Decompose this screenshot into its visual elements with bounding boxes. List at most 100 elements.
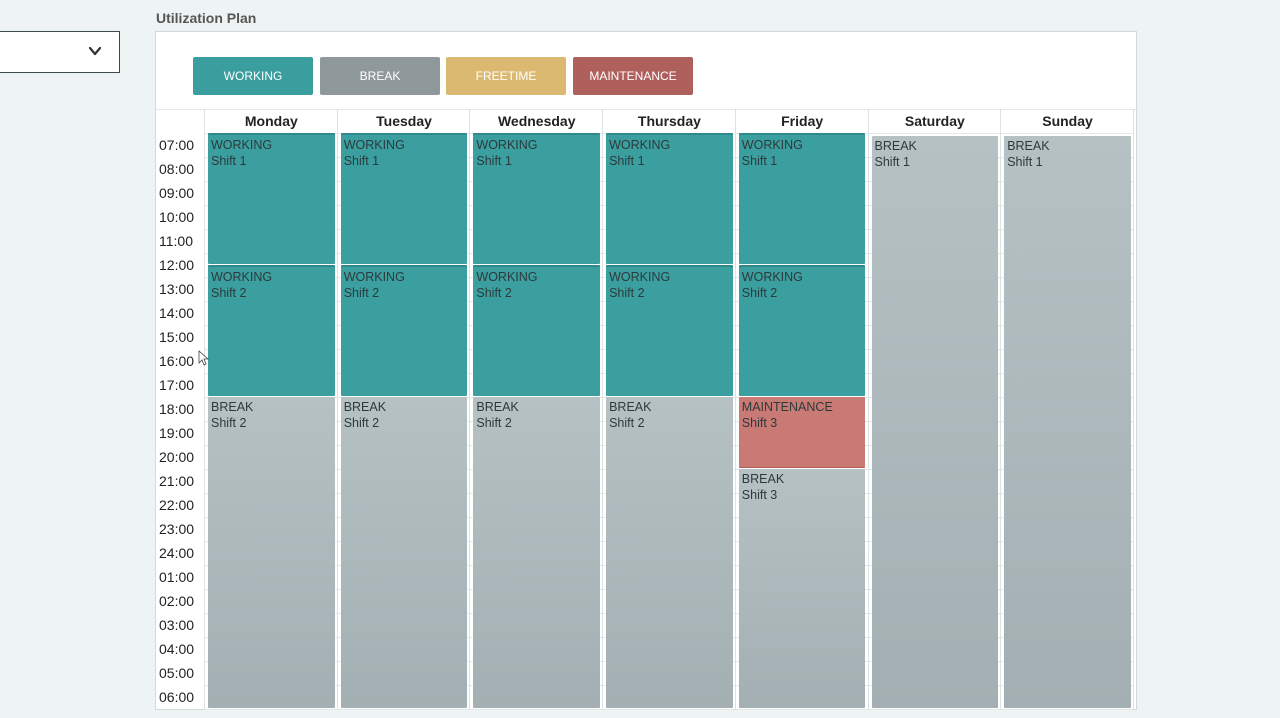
event-type-label: BREAK [874, 139, 917, 153]
legend-working-button[interactable]: WORKING [193, 57, 313, 95]
chevron-down-icon[interactable] [88, 44, 102, 58]
event-break[interactable]: BREAK Shift 2 [606, 397, 733, 708]
day-header-thursday: Thursday [602, 109, 736, 133]
legend-maintenance-button[interactable]: MAINTENANCE [573, 57, 693, 95]
hour-label: 12:00 [159, 257, 195, 273]
event-break[interactable]: BREAK Shift 1 [871, 136, 999, 708]
event-shift-label: Shift 2 [343, 416, 380, 430]
header-gridline [156, 109, 1138, 110]
event-working[interactable]: WORKING Shift 2 [606, 265, 733, 396]
hour-label: 16:00 [159, 353, 195, 369]
hour-gridline [204, 709, 1133, 710]
day-header-saturday: Saturday [867, 109, 1002, 133]
event-shift-label: Shift 1 [874, 155, 910, 169]
event-break[interactable]: BREAK Shift 2 [473, 397, 601, 708]
event-type-label: WORKING [343, 138, 405, 152]
event-shift-label: Shift 1 [741, 154, 778, 168]
event-type-label: BREAK [211, 400, 254, 414]
event-shift-label: Shift 2 [741, 286, 778, 300]
day-header-tuesday: Tuesday [336, 109, 471, 133]
hour-label: 22:00 [159, 497, 195, 513]
day-gridline [734, 109, 736, 709]
hour-label: 23:00 [159, 521, 195, 537]
day-gridline [1000, 109, 1002, 709]
event-shift-label: Shift 2 [609, 286, 645, 300]
event-working[interactable]: WORKING Shift 1 [473, 133, 601, 264]
day-gridline [602, 109, 604, 709]
event-shift-label: Shift 3 [741, 488, 778, 502]
event-type-label: WORKING [211, 138, 273, 152]
event-working[interactable]: WORKING Shift 1 [340, 133, 468, 264]
event-working[interactable]: WORKING Shift 2 [473, 265, 601, 396]
event-type-label: WORKING [609, 138, 671, 152]
event-break[interactable]: BREAK Shift 3 [738, 469, 866, 708]
day-header-monday: Monday [204, 109, 338, 133]
event-shift-label: Shift 2 [476, 416, 512, 430]
event-shift-label: Shift 3 [741, 416, 778, 430]
event-shift-label: Shift 1 [211, 154, 247, 168]
event-type-label: BREAK [609, 400, 652, 414]
day-header-friday: Friday [734, 109, 869, 133]
event-type-label: WORKING [343, 270, 405, 284]
hour-label: 20:00 [159, 449, 195, 465]
day-gridline [867, 109, 869, 709]
event-type-label: BREAK [476, 400, 519, 414]
hour-label: 24:00 [159, 545, 195, 561]
event-break[interactable]: BREAK Shift 2 [208, 397, 335, 708]
event-type-label: BREAK [343, 400, 387, 414]
event-break[interactable]: BREAK Shift 1 [1004, 136, 1131, 708]
hour-label: 13:00 [159, 281, 195, 297]
event-shift-label: Shift 1 [343, 154, 380, 168]
event-shift-label: Shift 2 [211, 416, 247, 430]
hour-label: 18:00 [159, 401, 195, 417]
event-shift-label: Shift 2 [476, 286, 512, 300]
hour-label: 04:00 [159, 641, 195, 657]
event-working[interactable]: WORKING Shift 1 [208, 133, 335, 264]
event-shift-label: Shift 2 [211, 286, 247, 300]
day-gridline [204, 109, 205, 709]
event-type-label: WORKING [476, 270, 538, 284]
event-shift-label: Shift 1 [609, 154, 645, 168]
hour-label: 08:00 [159, 161, 195, 177]
event-working[interactable]: WORKING Shift 1 [606, 133, 733, 264]
event-working[interactable]: WORKING Shift 2 [738, 265, 866, 396]
hour-label: 06:00 [159, 689, 195, 705]
event-type-label: BREAK [1007, 139, 1050, 153]
event-type-label: MAINTENANCE [741, 400, 833, 414]
event-type-label: BREAK [741, 472, 785, 486]
hour-label: 05:00 [159, 665, 195, 681]
day-gridline [336, 109, 338, 709]
utilization-panel: WORKING BREAK FREETIME MAINTENANCE Monday Tu… [155, 31, 1138, 710]
hour-label: 03:00 [159, 617, 195, 633]
event-type-label: WORKING [741, 270, 803, 284]
event-shift-label: Shift 1 [1007, 155, 1043, 169]
legend-break-button[interactable]: BREAK [320, 57, 440, 95]
hour-label: 19:00 [159, 425, 195, 441]
hour-label: 01:00 [159, 569, 195, 585]
day-gridline [1132, 109, 1134, 709]
event-shift-label: Shift 2 [343, 286, 380, 300]
event-break[interactable]: BREAK Shift 2 [340, 397, 468, 708]
hour-label: 14:00 [159, 305, 195, 321]
event-type-label: WORKING [741, 138, 803, 152]
hour-label: 10:00 [159, 209, 195, 225]
event-working[interactable]: WORKING Shift 1 [738, 133, 866, 264]
hour-label: 07:00 [159, 137, 195, 153]
event-type-label: WORKING [609, 270, 671, 284]
hour-label: 21:00 [159, 473, 195, 489]
event-working[interactable]: WORKING Shift 2 [208, 265, 335, 396]
hour-label: 15:00 [159, 329, 195, 345]
day-header-sunday: Sunday [1000, 109, 1134, 133]
section-title: Utilization Plan [156, 10, 257, 26]
legend-freetime-button[interactable]: FREETIME [446, 57, 566, 95]
event-maintenance[interactable]: MAINTENANCE Shift 3 [738, 397, 866, 468]
hour-label: 09:00 [159, 185, 195, 201]
event-type-label: WORKING [211, 270, 273, 284]
event-type-label: WORKING [476, 138, 538, 152]
mouse-cursor-icon [198, 350, 210, 366]
plan-select-dropdown[interactable] [0, 31, 120, 73]
event-shift-label: Shift 1 [476, 154, 512, 168]
event-working[interactable]: WORKING Shift 2 [340, 265, 468, 396]
hour-label: 02:00 [159, 593, 195, 609]
day-header-wednesday: Wednesday [469, 109, 603, 133]
